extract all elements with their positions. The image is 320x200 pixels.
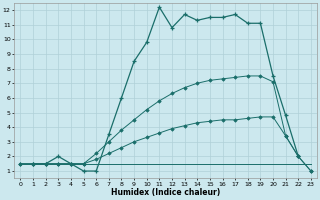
X-axis label: Humidex (Indice chaleur): Humidex (Indice chaleur) (111, 188, 220, 197)
